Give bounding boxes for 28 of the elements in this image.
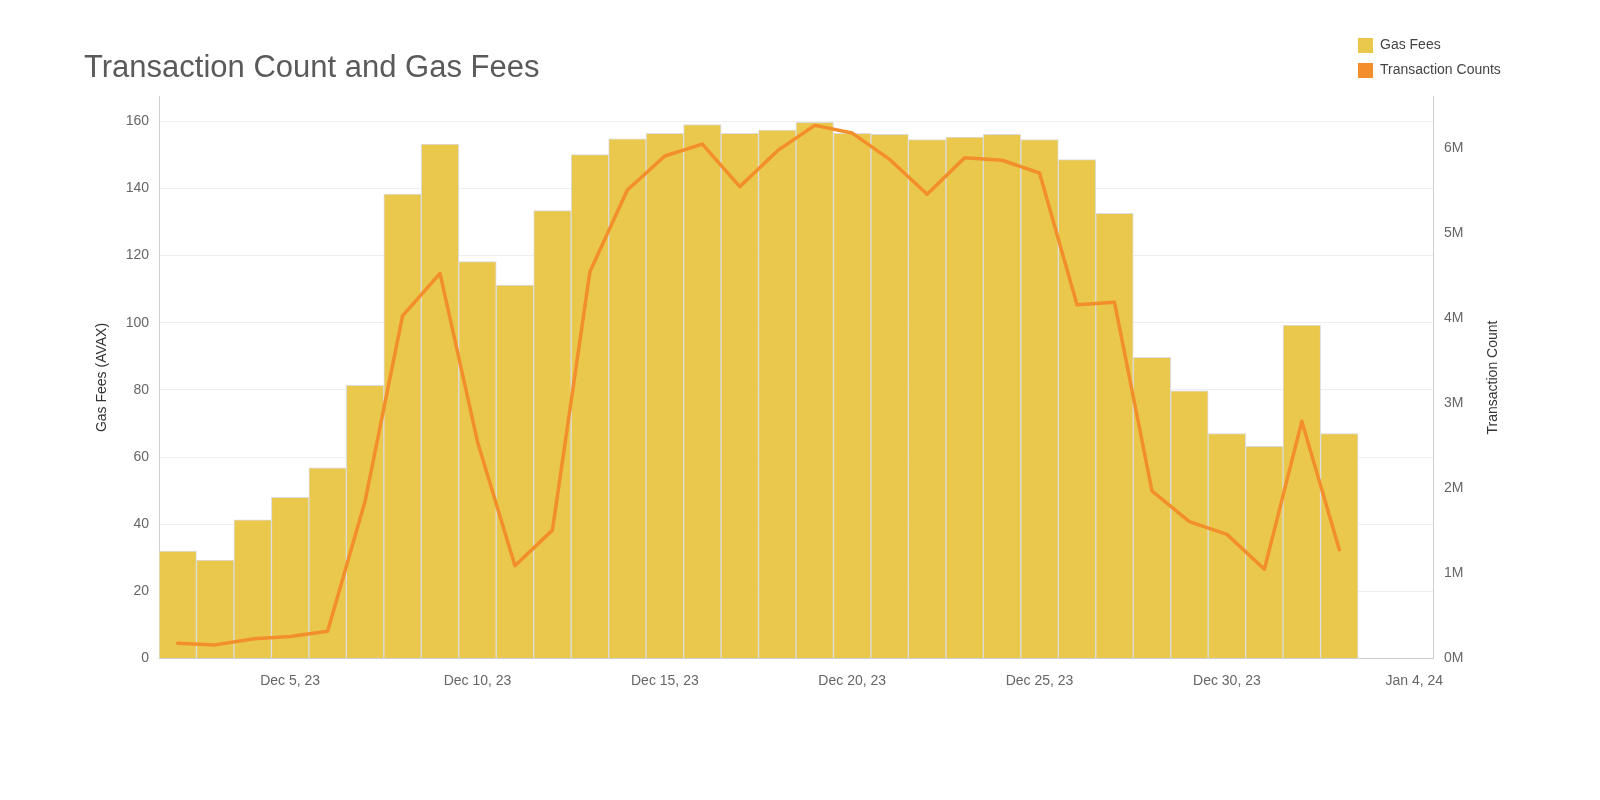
x-tick-label: Jan 4, 24 xyxy=(1385,671,1444,688)
y-tick-label: 60 xyxy=(133,447,150,464)
y-tick-label: 120 xyxy=(125,246,150,263)
y2-tick-label: 3M xyxy=(1444,394,1464,411)
chart-title: Transaction Count and Gas Fees xyxy=(84,49,540,84)
y2-axis-title: Transaction Count xyxy=(1483,320,1500,435)
y2-tick-label: 1M xyxy=(1444,564,1464,581)
y2-tick-label: 4M xyxy=(1444,309,1464,326)
y2-tick-label: 0M xyxy=(1444,649,1464,666)
y-tick-label: 40 xyxy=(133,515,150,532)
y-tick-label: 0 xyxy=(141,649,150,666)
y2-tick-label: 2M xyxy=(1444,479,1464,496)
x-tick-label: Dec 30, 23 xyxy=(1193,671,1261,688)
y-tick-label: 20 xyxy=(133,582,150,599)
y2-tick-label: 6M xyxy=(1444,139,1464,156)
x-tick-label: Dec 25, 23 xyxy=(1005,671,1074,688)
y-tick-label: 100 xyxy=(125,313,150,330)
x-tick-label: Dec 20, 23 xyxy=(818,671,887,688)
y-tick-label: 140 xyxy=(125,179,150,196)
x-tick-label: Dec 10, 23 xyxy=(443,671,512,688)
x-tick-label: Dec 5, 23 xyxy=(260,671,321,688)
y-tick-label: 160 xyxy=(125,112,150,129)
y-axis-title: Gas Fees (AVAX) xyxy=(93,322,110,433)
x-tick-label: Dec 15, 23 xyxy=(630,671,699,688)
y-tick-label: 80 xyxy=(133,380,150,397)
y2-tick-label: 5M xyxy=(1444,224,1464,241)
legend-label: Transaction Counts xyxy=(1380,61,1501,78)
legend-label: Gas Fees xyxy=(1380,36,1441,53)
